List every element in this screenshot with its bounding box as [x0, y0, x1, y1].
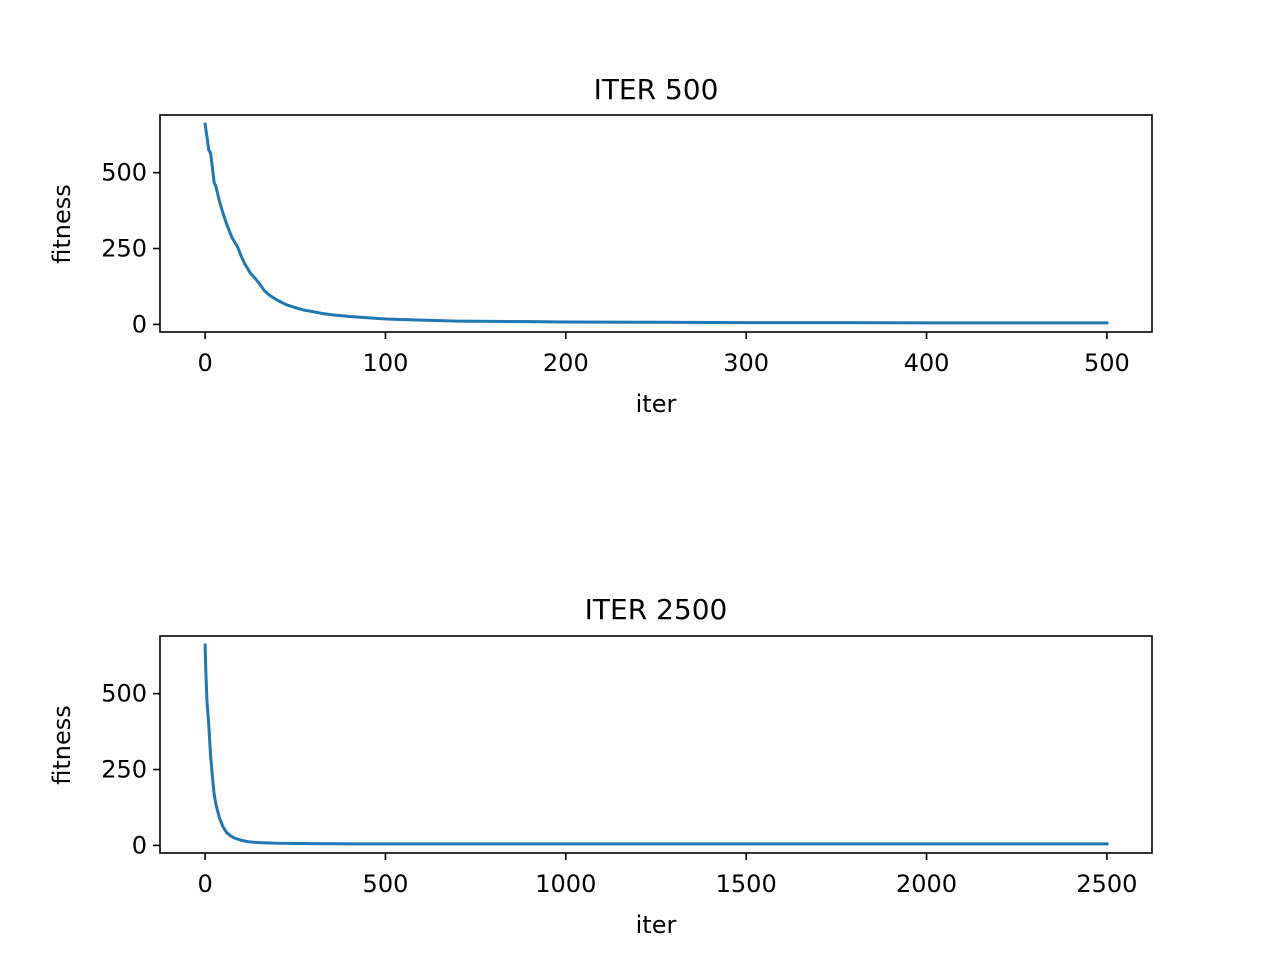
- x-tick-label: 2500: [1076, 870, 1137, 898]
- x-tick-label: 500: [363, 870, 409, 898]
- x-tick-label: 100: [363, 349, 409, 377]
- y-axis-label: fitness: [48, 184, 76, 264]
- subplot-iter-500: ITER 500 fitness iter 0 100 200 300 400 500 0 2…: [48, 73, 1153, 418]
- x-axis-label: iter: [636, 390, 677, 418]
- y-tick-label: 250: [101, 756, 147, 784]
- x-tick-label: 0: [197, 349, 212, 377]
- subplot-title: ITER 2500: [585, 593, 728, 626]
- subplot-iter-2500: ITER 2500 fitness iter 0 500 1000 1500 2000 2…: [48, 593, 1153, 939]
- x-tick-label: 200: [543, 349, 589, 377]
- x-tick-label: 1000: [535, 870, 596, 898]
- y-tick-label: 500: [101, 159, 147, 187]
- x-tick-label: 400: [904, 349, 950, 377]
- x-tick-label: 500: [1084, 349, 1130, 377]
- x-tick-label: 0: [197, 870, 212, 898]
- y-tick-label: 250: [101, 235, 147, 263]
- plot-frame: [159, 114, 1153, 333]
- plot-frame: [159, 635, 1153, 854]
- x-axis-label: iter: [636, 911, 677, 939]
- tick-group: 0 100 200 300 400 500 0 250 500: [101, 159, 1130, 377]
- series-line: [203, 643, 1109, 846]
- y-tick-label: 500: [101, 680, 147, 708]
- y-tick-label: 0: [132, 310, 147, 338]
- y-axis-label: fitness: [48, 705, 76, 785]
- y-tick-label: 0: [132, 831, 147, 859]
- tick-group: 0 500 1000 1500 2000 2500 0 250 500: [101, 680, 1137, 898]
- x-tick-label: 2000: [896, 870, 957, 898]
- subplot-title: ITER 500: [594, 73, 719, 106]
- x-tick-label: 300: [723, 349, 769, 377]
- series-line: [203, 122, 1109, 325]
- x-tick-label: 1500: [716, 870, 777, 898]
